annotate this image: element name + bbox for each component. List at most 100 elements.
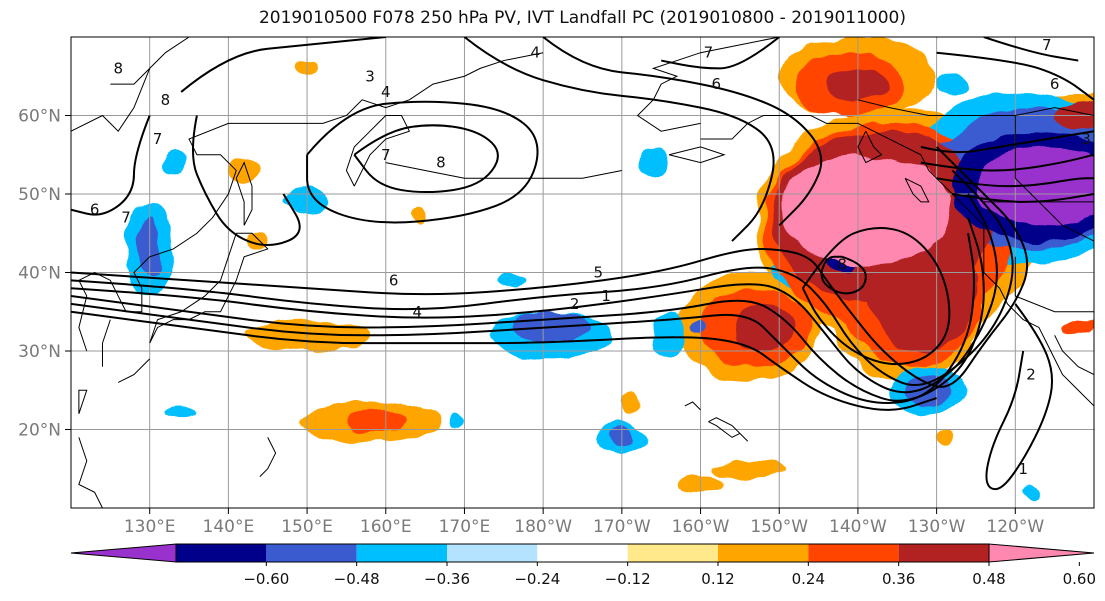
pv-contour-label: 6 [1050, 75, 1060, 93]
coastline [904, 177, 930, 203]
pv-contour [801, 227, 951, 366]
pc-region [779, 154, 953, 265]
coastline [668, 146, 726, 164]
pv-contour [71, 115, 151, 216]
pv-contours [71, 37, 1094, 491]
axis-ticks [65, 115, 1016, 514]
pc-region [165, 407, 197, 421]
coastline [78, 389, 88, 414]
pc-region [495, 274, 528, 287]
colorbar-segment [447, 544, 538, 562]
lat-label: 20°N [18, 421, 61, 441]
coastline [385, 162, 622, 179]
pv-contour-label: 8 [837, 256, 847, 274]
pv-contour [71, 233, 975, 405]
pc-region [346, 411, 410, 432]
colorbar-segment [176, 544, 267, 562]
pc-region [1023, 484, 1039, 501]
colorbar-segment [718, 544, 809, 562]
colorbar-label: −0.48 [334, 570, 380, 588]
pv-contour [180, 37, 386, 93]
colorbar-segment [356, 544, 447, 562]
pc-region [1062, 319, 1094, 336]
pv-contour-label: 2 [570, 295, 580, 313]
pc-region [409, 209, 426, 226]
lon-label: 150°E [281, 517, 333, 537]
pv-contour-label: 4 [531, 44, 541, 62]
pc-region [641, 146, 666, 179]
pv-contour-label: 6 [389, 271, 399, 289]
lat-label: 60°N [18, 107, 61, 127]
lon-label: 170°E [439, 517, 491, 537]
pv-contour-label: 7 [381, 146, 391, 164]
coastline [708, 417, 749, 442]
lon-label: 130°E [124, 517, 176, 537]
pv-contour [71, 310, 937, 411]
pv-contour [71, 169, 1014, 386]
pc-region [450, 415, 463, 428]
coastline [1014, 256, 1094, 313]
coastline [71, 68, 151, 132]
lon-label: 170°W [593, 517, 651, 537]
coastline [117, 358, 151, 383]
colorbar-label: 0.60 [1063, 570, 1096, 588]
pv-contour-labels: 834476786778645218767321 [90, 36, 1091, 478]
pv-contour [71, 217, 985, 402]
pv-contour [936, 51, 1094, 101]
colorbar-extend-low [70, 543, 177, 563]
pv-contour-label: 6 [90, 201, 100, 219]
colorbar-segment [627, 544, 718, 562]
colorbar-segment [537, 544, 628, 562]
colorbar-label: −0.12 [605, 570, 651, 588]
pc-region [228, 158, 260, 183]
colorbar-label: −0.24 [514, 570, 560, 588]
pv-contour-label: 3 [1081, 130, 1091, 148]
coastline [857, 99, 1094, 116]
colorbar-segment [808, 544, 899, 562]
pv-contour [936, 177, 1094, 188]
pv-contour-label: 6 [712, 75, 722, 93]
lon-label: 160°W [672, 517, 730, 537]
map-title: 2019010500 F078 250 hPa PV, IVT Landfall… [258, 8, 906, 28]
pc-region [936, 429, 953, 446]
pc-region [653, 311, 685, 359]
pv-contour [71, 146, 1029, 388]
lon-label: 120°W [986, 517, 1044, 537]
longitude-labels: 130°E 140°E 150°E 160°E 170°E 180°W 170°W 160°W… [124, 517, 1045, 537]
pv-contour [353, 124, 499, 194]
pv-contour [952, 193, 1094, 203]
coastline [684, 401, 701, 411]
pc-region [975, 146, 1094, 226]
colorbar-label: 0.12 [701, 570, 734, 588]
pv-contour-label: 7 [153, 130, 163, 148]
colorbar-extend-high [988, 543, 1095, 563]
colorbar-label: −0.60 [243, 570, 289, 588]
pv-contour-label: 8 [436, 154, 446, 172]
colorbar-label: −0.36 [424, 570, 470, 588]
lon-label: 140°W [829, 517, 887, 537]
pv-contour [920, 153, 1094, 172]
pv-contour-label: 7 [1042, 36, 1052, 54]
colorbar-label: 0.36 [882, 570, 915, 588]
pv-contour [542, 37, 823, 227]
pv-contour-label: 3 [365, 67, 375, 85]
pv-contour [820, 255, 867, 295]
coastline [857, 130, 883, 164]
pv-contour [983, 37, 1079, 62]
pv-contour-label: 4 [412, 303, 422, 321]
pc-region [708, 459, 788, 479]
colorbar-label: 0.24 [792, 570, 825, 588]
pv-contour [306, 100, 539, 224]
colorbar-segment [266, 544, 357, 562]
pv-contour [660, 37, 780, 70]
pv-contour-label: 2 [1026, 366, 1036, 384]
lat-label: 30°N [18, 342, 61, 362]
pv-contour-label: 5 [593, 264, 603, 282]
colorbar: −0.60 −0.48 −0.36 −0.24 −0.12 0.12 0.24 0.36 0.4… [70, 543, 1096, 588]
colorbar-segment [898, 544, 989, 562]
pc-region [161, 150, 186, 175]
lon-label: 180°W [514, 517, 572, 537]
pv-contour-label: 1 [601, 287, 611, 305]
coastline [345, 115, 411, 187]
pv-contour-label: 1 [1018, 460, 1028, 478]
